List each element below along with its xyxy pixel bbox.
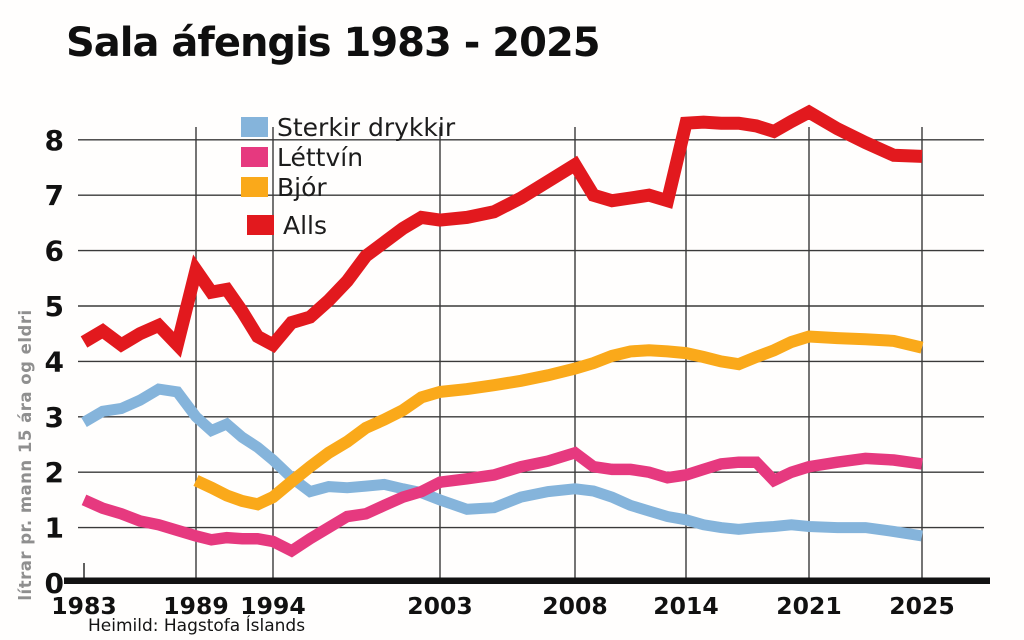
x-tick-label: 1994 <box>240 592 305 620</box>
legend-swatch-bjor-icon <box>241 177 268 197</box>
x-axis-line <box>64 577 990 584</box>
legend-swatch-lettvin-icon <box>241 147 268 167</box>
legend-item-lettvin: Léttvín <box>241 142 455 172</box>
x-tick-label: 2014 <box>653 592 718 620</box>
x-tick-label: 1983 <box>51 592 116 620</box>
line-sterkir <box>81 383 923 542</box>
legend-label-lettvin: Léttvín <box>277 142 364 172</box>
x-tick-label: 2021 <box>776 592 841 620</box>
y-tick-label: 1 <box>45 512 64 545</box>
line-alls <box>80 104 923 358</box>
legend-item-sterkir: Sterkir drykkir <box>241 112 455 142</box>
legend: Sterkir drykkir Léttvín Bjór Alls <box>241 112 455 240</box>
legend-label-alls: Alls <box>283 210 328 240</box>
legend-swatch-sterkir-icon <box>241 117 268 137</box>
legend-item-alls: Alls <box>241 210 455 240</box>
x-tick-label: 2003 <box>407 592 472 620</box>
x-tick-label: 2025 <box>889 592 954 620</box>
y-axis-title: lítrar pr. mann 15 ára og eldri <box>16 309 35 600</box>
line-bjor <box>193 330 924 511</box>
y-tick-label: 5 <box>45 290 64 323</box>
y-tick-label: 2 <box>45 456 64 489</box>
line-lettvin <box>81 446 923 558</box>
y-tick-label: 7 <box>45 179 64 212</box>
y-tick-label: 6 <box>45 235 64 268</box>
y-tick-label: 8 <box>45 124 64 157</box>
legend-label-sterkir: Sterkir drykkir <box>277 112 456 142</box>
y-tick-label: 4 <box>45 345 64 378</box>
legend-label-bjor: Bjór <box>277 172 327 202</box>
page-title: Sala áfengis 1983 - 2025 <box>66 20 601 66</box>
source-note: Heimild: Hagstofa Íslands <box>88 616 306 636</box>
y-tick-label: 0 <box>45 567 64 600</box>
legend-swatch-alls-icon <box>247 215 274 235</box>
legend-item-bjor: Bjór <box>241 172 455 202</box>
x-tick-label: 1989 <box>163 592 228 620</box>
x-tick-label: 2008 <box>542 592 607 620</box>
y-tick-label: 3 <box>45 401 64 434</box>
